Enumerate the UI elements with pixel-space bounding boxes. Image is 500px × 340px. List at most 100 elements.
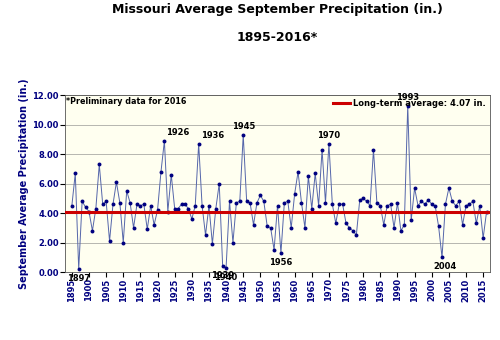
Point <box>208 241 216 247</box>
Point <box>466 202 473 207</box>
Point <box>144 226 152 232</box>
Point <box>284 199 292 204</box>
Point <box>349 228 357 234</box>
Point <box>266 225 274 231</box>
Point <box>126 200 134 205</box>
Text: 1940: 1940 <box>214 273 238 282</box>
Point <box>78 199 86 204</box>
Point <box>256 193 264 198</box>
Point <box>294 169 302 174</box>
Point <box>236 199 244 204</box>
Point <box>188 216 196 222</box>
Point <box>400 222 408 227</box>
Point <box>458 222 466 227</box>
Point <box>109 202 117 207</box>
Text: *Preliminary data for 2016: *Preliminary data for 2016 <box>66 98 186 106</box>
Point <box>383 203 391 208</box>
Text: 1895-2016*: 1895-2016* <box>237 31 318 44</box>
Point <box>72 171 80 176</box>
Point <box>476 203 484 208</box>
Point <box>428 202 436 207</box>
Point <box>322 200 330 205</box>
Point <box>120 240 128 245</box>
Point <box>318 147 326 152</box>
Point <box>301 225 309 231</box>
Point <box>212 206 220 211</box>
Point <box>178 202 186 207</box>
Point <box>380 222 388 227</box>
Point <box>362 199 370 204</box>
Point <box>239 132 247 138</box>
Point <box>218 264 226 269</box>
Point <box>140 202 148 207</box>
Point <box>136 203 144 208</box>
Point <box>431 203 439 208</box>
Point <box>174 206 182 211</box>
Point <box>167 172 175 177</box>
Point <box>250 222 258 227</box>
Point <box>370 147 378 152</box>
Point <box>181 202 189 207</box>
Text: Missouri Average September Precipitation (in.): Missouri Average September Precipitation… <box>112 3 443 16</box>
Point <box>85 209 93 214</box>
Point <box>424 197 432 203</box>
Point <box>270 247 278 253</box>
Point <box>472 221 480 226</box>
Point <box>455 199 463 204</box>
Point <box>88 228 96 234</box>
Point <box>414 203 422 208</box>
Point <box>407 218 415 223</box>
Point <box>98 202 106 207</box>
Point <box>469 199 477 204</box>
Legend: Long-term average: 4.07 in.: Long-term average: 4.07 in. <box>333 99 486 108</box>
Point <box>287 225 295 231</box>
Point <box>311 171 319 176</box>
Point <box>160 138 168 143</box>
Point <box>352 233 360 238</box>
Point <box>232 200 240 205</box>
Point <box>356 197 364 203</box>
Text: 1926: 1926 <box>166 128 190 137</box>
Point <box>68 203 76 208</box>
Point <box>198 203 206 208</box>
Point <box>394 200 402 205</box>
Text: 1939: 1939 <box>211 271 234 280</box>
Point <box>202 233 209 238</box>
Point <box>328 202 336 207</box>
Point <box>122 188 130 194</box>
Point <box>479 235 487 241</box>
Point <box>229 240 237 245</box>
Point <box>150 222 158 227</box>
Point <box>280 200 288 205</box>
Point <box>397 228 405 234</box>
Point <box>314 203 322 208</box>
Text: 1970: 1970 <box>318 131 340 140</box>
Point <box>462 203 470 208</box>
Point <box>222 265 230 270</box>
Point <box>448 199 456 204</box>
Point <box>170 206 178 211</box>
Point <box>421 202 429 207</box>
Point <box>410 185 418 191</box>
Point <box>263 224 271 229</box>
Point <box>304 173 312 179</box>
Point <box>390 225 398 231</box>
Point <box>191 203 199 208</box>
Point <box>290 191 298 197</box>
Point <box>242 199 250 204</box>
Point <box>404 103 411 108</box>
Point <box>308 206 316 211</box>
Text: 1897: 1897 <box>67 274 90 283</box>
Point <box>445 185 453 191</box>
Point <box>482 209 490 214</box>
Point <box>112 180 120 185</box>
Point <box>154 207 162 213</box>
Point <box>434 224 442 229</box>
Point <box>373 200 381 205</box>
Point <box>82 204 90 210</box>
Point <box>226 199 234 204</box>
Point <box>274 203 281 208</box>
Point <box>96 162 104 167</box>
Point <box>116 200 124 205</box>
Point <box>298 200 306 205</box>
